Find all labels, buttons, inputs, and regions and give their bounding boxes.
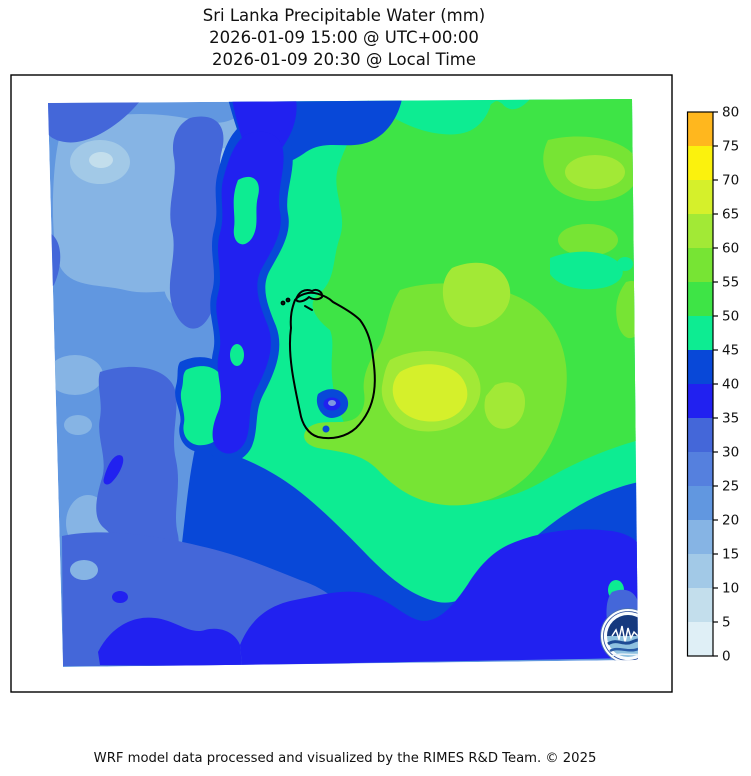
svg-text:5: 5 bbox=[722, 615, 731, 631]
colorbar-swatch bbox=[687, 112, 713, 146]
colorbar-swatch bbox=[687, 452, 713, 486]
colorbar-swatch bbox=[687, 282, 713, 316]
colorbar-swatch bbox=[687, 384, 713, 418]
colorbar-swatch bbox=[687, 554, 713, 588]
svg-text:35: 35 bbox=[722, 411, 739, 427]
colorbar-swatch bbox=[687, 316, 713, 350]
svg-text:0: 0 bbox=[722, 649, 731, 665]
svg-text:10: 10 bbox=[722, 581, 739, 597]
colorbar-ticks bbox=[713, 111, 718, 657]
colorbar-swatch bbox=[687, 486, 713, 520]
colorbar-swatch bbox=[687, 146, 713, 180]
colorbar-swatch bbox=[687, 588, 713, 622]
sri-lanka-coastline bbox=[280, 288, 376, 440]
svg-text:30: 30 bbox=[722, 445, 739, 461]
svg-text:60: 60 bbox=[722, 241, 739, 257]
island-spot-core bbox=[328, 400, 336, 406]
colorbar-swatch bbox=[687, 622, 713, 656]
contour-band-35-40 bbox=[98, 99, 638, 666]
colorbar-swatch bbox=[687, 214, 713, 248]
colorbar: 80 75 70 65 60 55 50 45 40 35 30 25 20 1… bbox=[686, 105, 739, 665]
svg-text:70: 70 bbox=[722, 173, 739, 189]
rimes-logo: RIMES bbox=[600, 608, 638, 667]
contour-band-15-20-bottom-patch bbox=[70, 560, 98, 580]
svg-text:55: 55 bbox=[722, 275, 739, 291]
contour-band-45-50-over-royal bbox=[230, 176, 624, 600]
contour-band-65-70 bbox=[392, 364, 468, 422]
svg-text:20: 20 bbox=[722, 513, 739, 529]
svg-text:40: 40 bbox=[722, 377, 739, 393]
contour-band-45-50-accents bbox=[550, 251, 633, 290]
colorbar-tick-labels: 80 75 70 65 60 55 50 45 40 35 30 25 20 1… bbox=[722, 105, 739, 665]
colorbar-swatch bbox=[687, 350, 713, 384]
axes-frame bbox=[10, 74, 673, 693]
colorbar-swatch bbox=[687, 180, 713, 214]
footer-credit: WRF model data processed and visualized … bbox=[94, 751, 597, 766]
plot-subtitle-utc: 2026-01-09 15:00 @ UTC+00:00 bbox=[209, 28, 479, 47]
svg-text:25: 25 bbox=[722, 479, 739, 495]
svg-text:15: 15 bbox=[722, 547, 739, 563]
contour-band-30-35-west bbox=[48, 101, 224, 563]
svg-text:50: 50 bbox=[722, 309, 739, 325]
colorbar-swatch bbox=[687, 418, 713, 452]
plot-subtitle-local: 2026-01-09 20:30 @ Local Time bbox=[212, 50, 476, 69]
contour-map: RIMES bbox=[48, 99, 638, 667]
svg-text:45: 45 bbox=[722, 343, 739, 359]
svg-text:80: 80 bbox=[722, 105, 739, 121]
colorbar-swatch bbox=[687, 248, 713, 282]
colorbar-swatch bbox=[687, 520, 713, 554]
svg-text:75: 75 bbox=[722, 139, 739, 155]
svg-text:65: 65 bbox=[722, 207, 739, 223]
plot-title: Sri Lanka Precipitable Water (mm) bbox=[203, 6, 486, 25]
